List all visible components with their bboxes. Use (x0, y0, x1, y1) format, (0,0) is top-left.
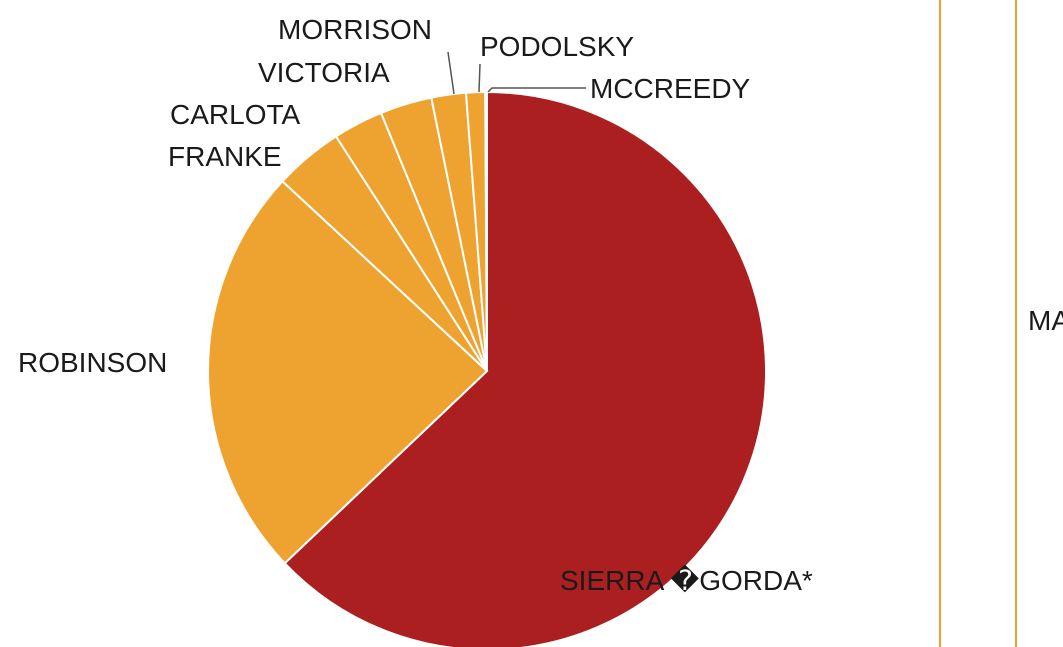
slice-label: PODOLSKY (480, 31, 634, 62)
slice-label: ROBINSON (18, 347, 167, 378)
slice-label: FRANKE (168, 141, 282, 172)
pie-slice-sierra-gorda (283, 90, 767, 647)
slice-label: CARLOTA (170, 99, 300, 130)
slice-label: MORRISON (278, 14, 432, 45)
pie-slice-mccreedy (484, 90, 488, 372)
slice-label: MCCREEDY (590, 73, 751, 104)
slice-label: VICTORIA (258, 57, 390, 88)
leader-line (487, 87, 586, 93)
leader-line (478, 63, 481, 93)
pie-slice-robinson (207, 179, 489, 565)
leader-line (447, 51, 455, 95)
clipped-side-label: MA (1028, 305, 1063, 336)
slice-label: SIERRA �GORDA* (560, 564, 813, 596)
